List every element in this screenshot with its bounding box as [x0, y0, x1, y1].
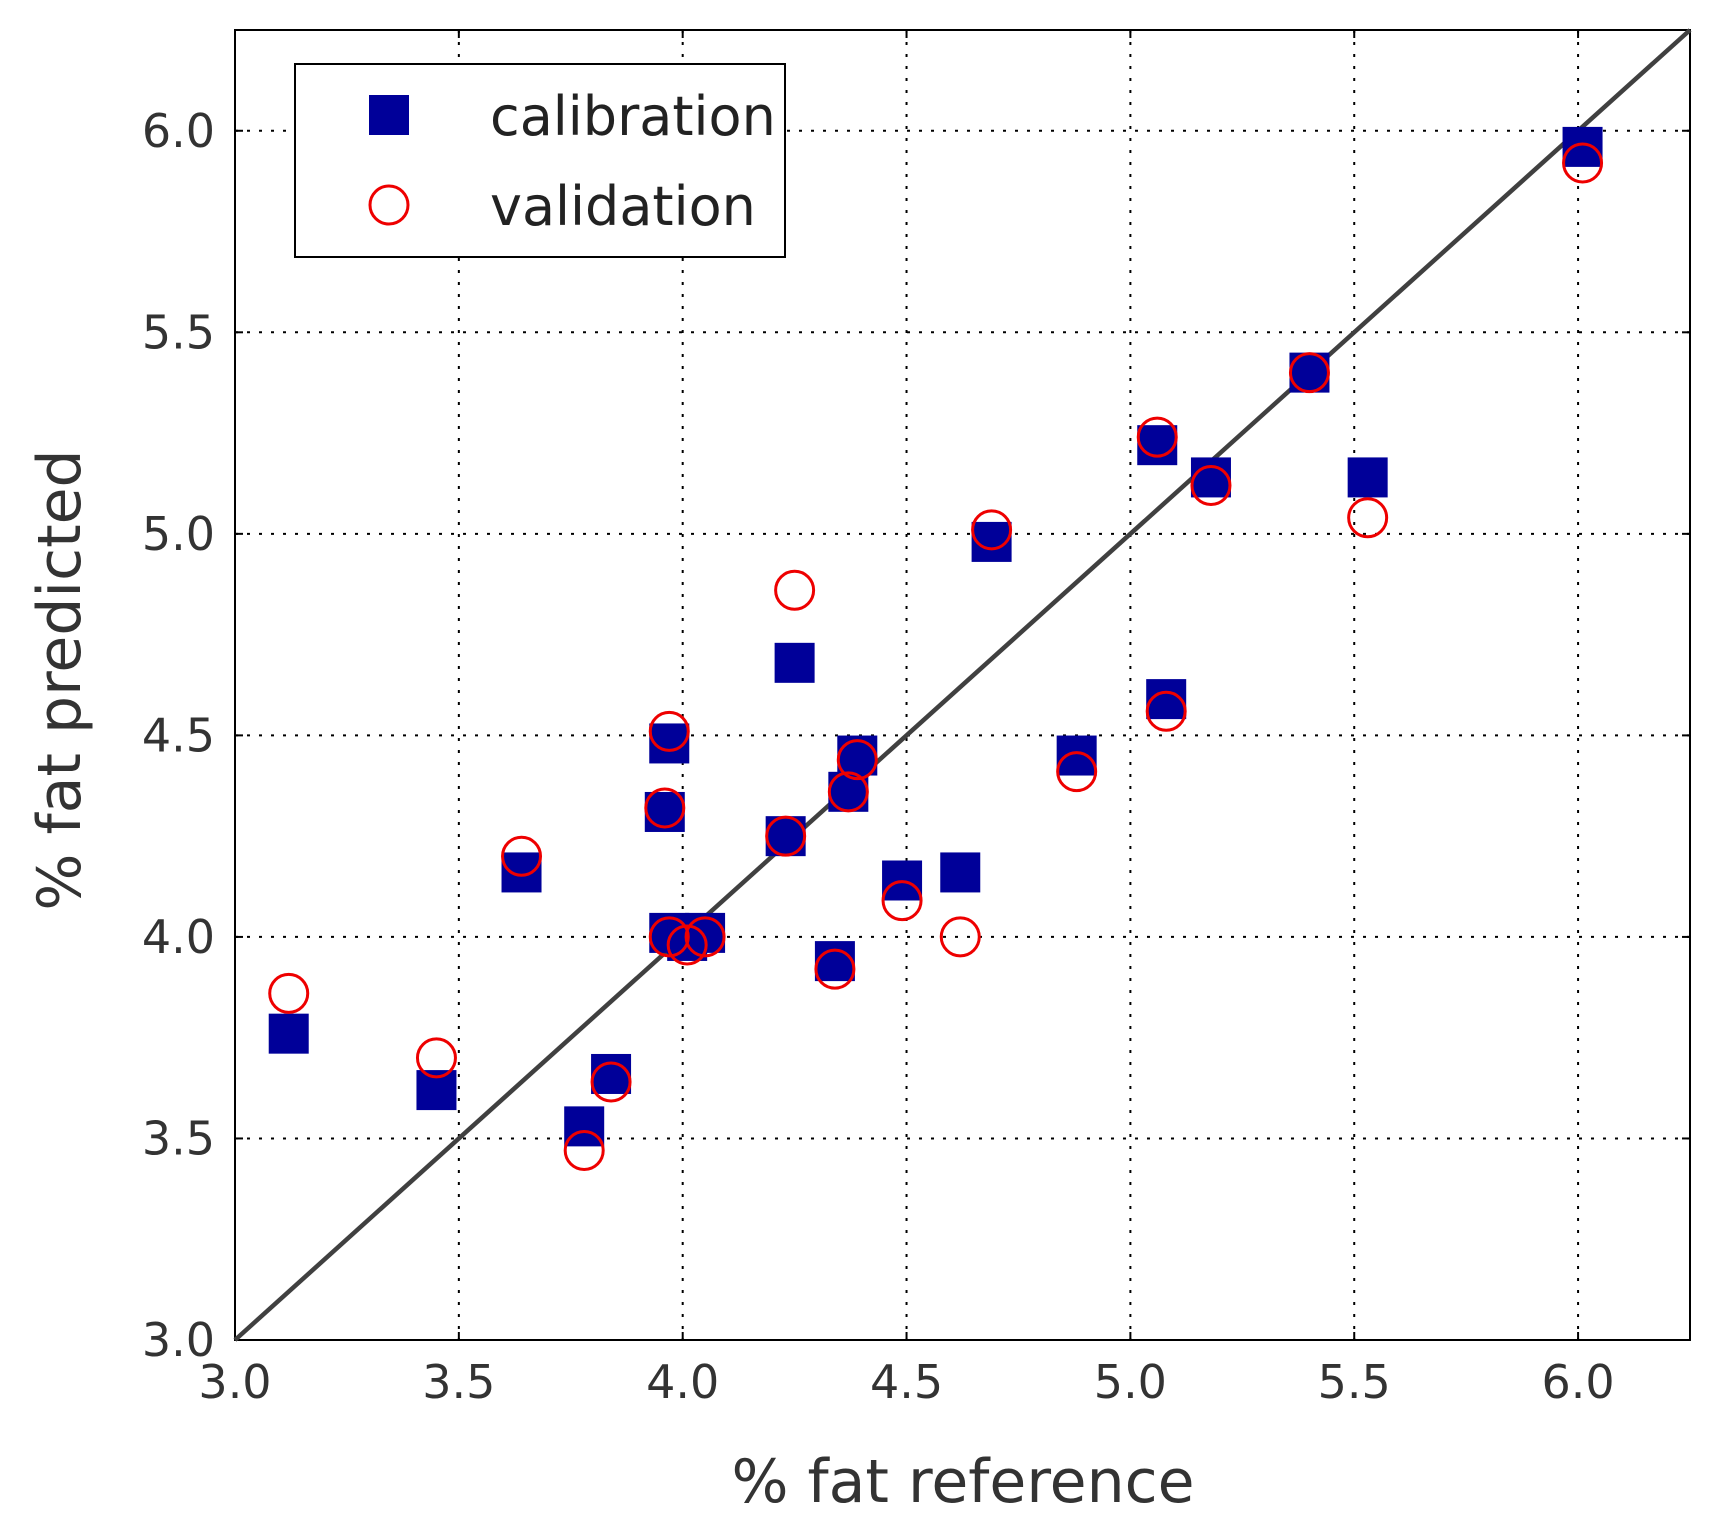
- validation-point: [774, 569, 816, 611]
- validation-point: [648, 916, 690, 958]
- validation-point: [881, 880, 923, 922]
- validation-point: [1145, 690, 1187, 732]
- legend-label-validation: validation: [490, 175, 756, 238]
- y-tick-label: 5.0: [142, 507, 215, 561]
- validation-point: [415, 1037, 457, 1079]
- x-axis-ticks: 3.0 3.5 4.0 4.5 5.0 5.5 6.0: [198, 30, 1615, 1409]
- validation-point: [1136, 416, 1178, 458]
- validation-point: [765, 815, 807, 857]
- calibration-point: [814, 941, 855, 982]
- legend-marker-validation: [368, 184, 410, 226]
- x-tick-label: 5.5: [1318, 1355, 1391, 1409]
- y-tick-label: 6.0: [142, 104, 215, 158]
- legend: calibration validation: [294, 63, 786, 258]
- calibration-point: [1562, 126, 1603, 167]
- y-tick-label: 4.5: [142, 708, 215, 762]
- calibration-point: [774, 642, 815, 683]
- calibration-point: [1137, 425, 1178, 466]
- x-tick-label: 4.0: [646, 1355, 719, 1409]
- validation-point: [684, 916, 726, 958]
- validation-point: [644, 787, 686, 829]
- validation-point: [836, 739, 878, 781]
- y-axis-ticks: 3.0 3.5 4.0 4.5 5.0 5.5 6.0: [142, 104, 1690, 1367]
- calibration-point: [1056, 735, 1097, 776]
- legend-marker-calibration: [369, 95, 409, 135]
- y-tick-label: 3.5: [142, 1111, 215, 1165]
- plot-frame: [234, 29, 1691, 1341]
- validation-point: [939, 916, 981, 958]
- calibration-point: [1190, 457, 1231, 498]
- validation-point: [827, 771, 869, 813]
- validation-point: [501, 835, 543, 877]
- validation-point: [648, 710, 690, 752]
- x-tick-label: 4.5: [870, 1355, 943, 1409]
- series-validation: [268, 142, 1604, 1172]
- x-tick-label: 5.0: [1094, 1355, 1167, 1409]
- calibration-point: [501, 852, 542, 893]
- validation-point: [1347, 497, 1389, 539]
- y-axis-label: % fat predicted: [25, 449, 95, 910]
- y-tick-label: 4.0: [142, 910, 215, 964]
- y-tick-label: 3.0: [142, 1313, 215, 1367]
- x-axis-label: % fat reference: [731, 1447, 1194, 1517]
- calibration-point: [268, 1013, 309, 1054]
- calibration-point: [1347, 457, 1388, 498]
- x-tick-label: 3.5: [422, 1355, 495, 1409]
- x-tick-label: 3.0: [198, 1355, 271, 1409]
- identity-line: [233, 28, 1692, 1342]
- validation-point: [971, 509, 1013, 551]
- validation-point: [1288, 352, 1330, 394]
- legend-label-calibration: calibration: [490, 85, 776, 148]
- validation-point: [666, 924, 708, 966]
- validation-point: [1562, 142, 1604, 184]
- calibration-point: [644, 791, 685, 832]
- x-tick-label: 6.0: [1541, 1355, 1614, 1409]
- series-layer: [268, 126, 1604, 1172]
- calibration-point: [591, 1053, 632, 1094]
- validation-point: [1056, 751, 1098, 793]
- calibration-point: [564, 1106, 605, 1147]
- validation-point: [268, 972, 310, 1014]
- validation-point: [590, 1061, 632, 1103]
- calibration-point: [837, 735, 878, 776]
- calibration-point: [940, 852, 981, 893]
- y-tick-label: 5.5: [142, 305, 215, 359]
- validation-point: [563, 1130, 605, 1172]
- validation-point: [814, 948, 856, 990]
- validation-point: [1190, 464, 1232, 506]
